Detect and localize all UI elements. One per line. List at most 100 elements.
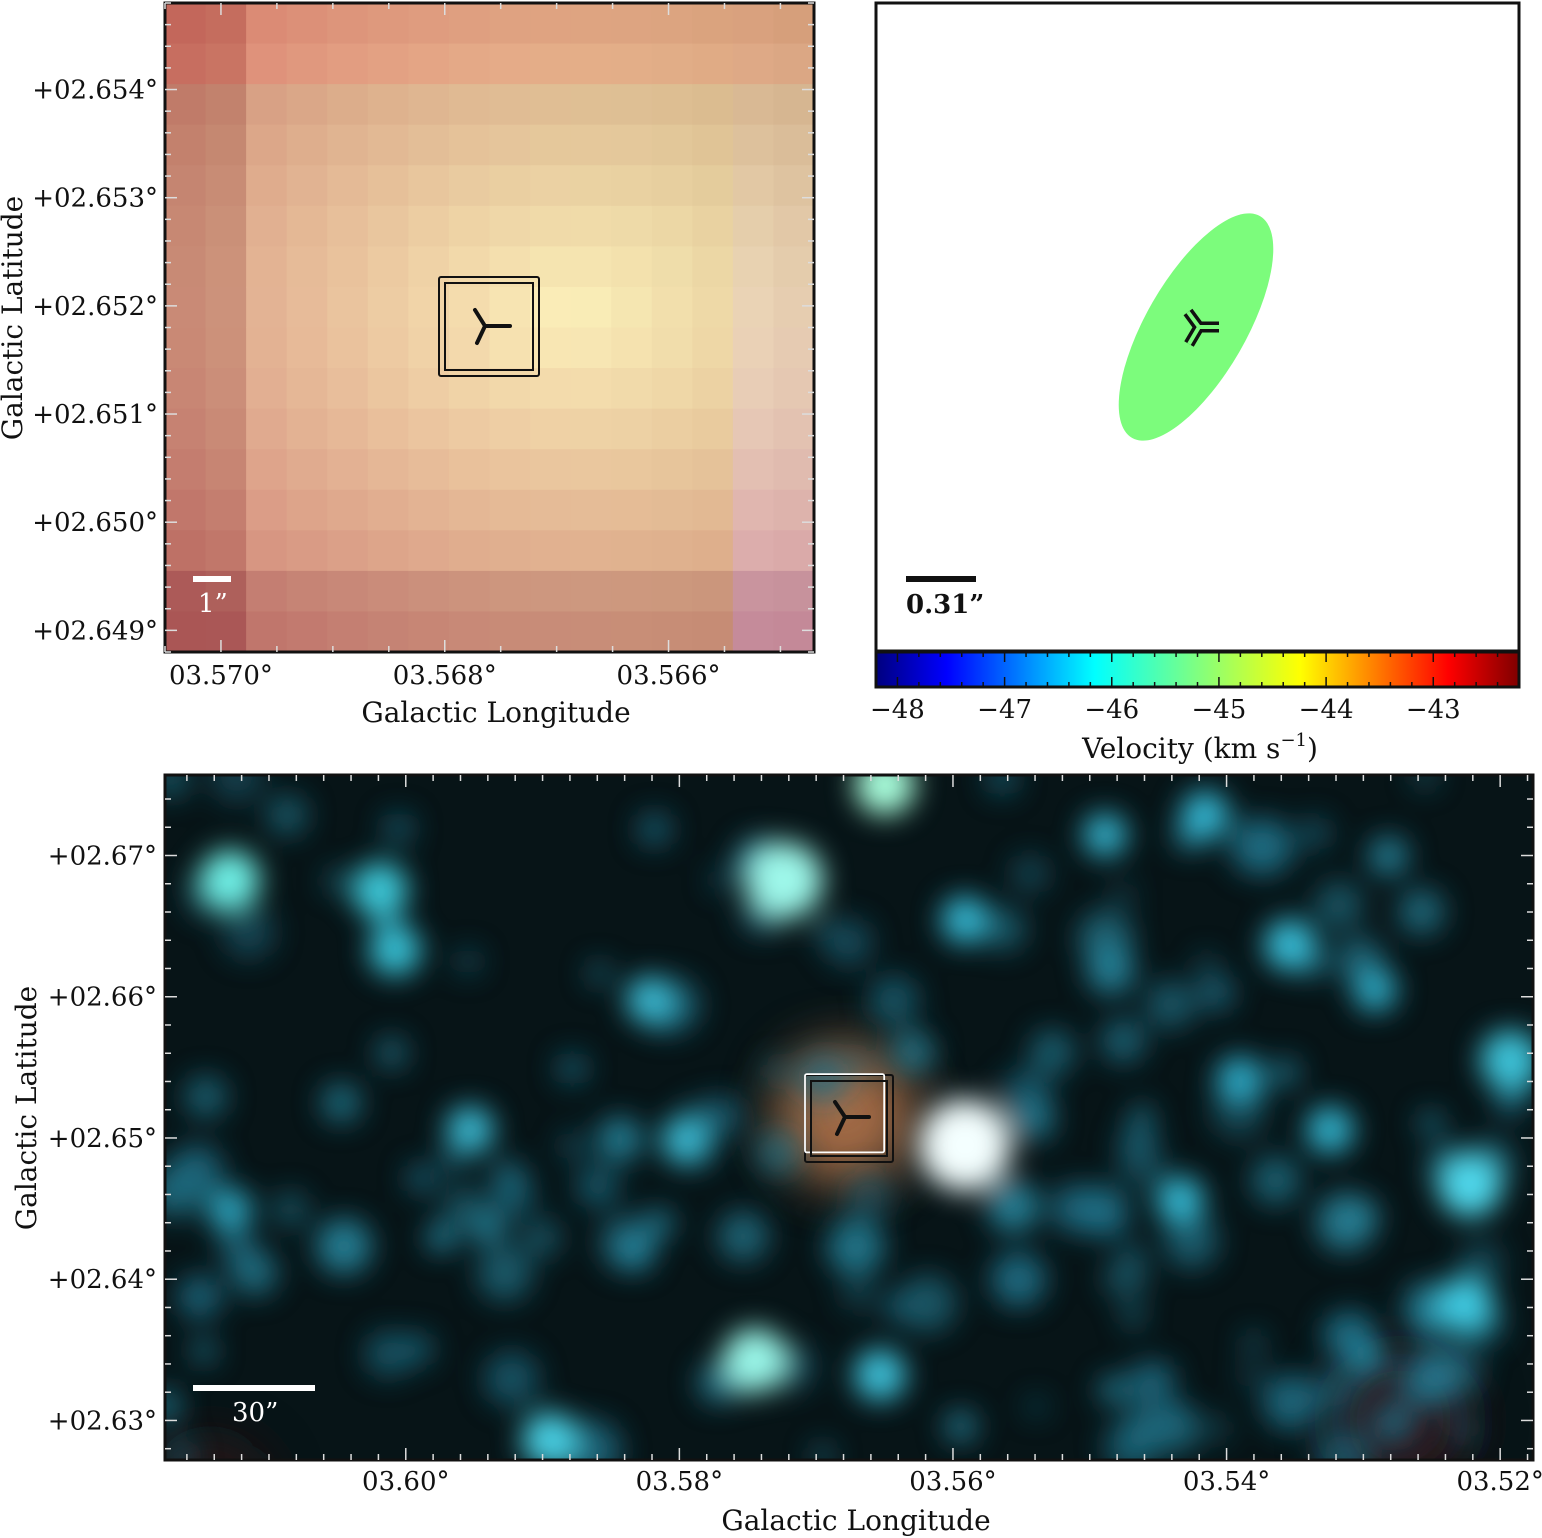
image-pixel <box>611 570 653 612</box>
star <box>723 1328 787 1392</box>
source-marker <box>804 1073 894 1163</box>
star <box>854 1349 906 1401</box>
image-pixel <box>570 449 612 491</box>
image-pixel <box>773 43 814 85</box>
image-pixel <box>448 205 490 247</box>
image-pixel <box>773 570 814 612</box>
x-tick-label: 03.570° <box>169 661 273 691</box>
image-pixel <box>165 530 207 572</box>
colorbar-gradient <box>874 650 1521 689</box>
y-axis-label: Galactic Latitude <box>0 196 29 440</box>
image-pixel <box>692 611 734 652</box>
panel-top-right: 0.31” Velocity (km s−1) <box>874 1 1521 765</box>
star <box>826 1218 885 1276</box>
image-pixel <box>448 611 490 652</box>
image-pixel <box>489 165 531 207</box>
star <box>944 1410 977 1443</box>
image-pixel <box>530 165 572 207</box>
image-pixel <box>246 368 288 410</box>
star <box>1298 817 1331 850</box>
x-tick-label: 03.58° <box>636 1467 723 1497</box>
image-pixel <box>570 124 612 166</box>
image-pixel <box>408 205 450 247</box>
image-pixel <box>205 84 247 126</box>
image-pixel <box>611 205 653 247</box>
image-pixel <box>489 408 531 450</box>
maser-marker <box>1183 308 1219 347</box>
image-pixel <box>732 286 774 328</box>
image-pixel <box>570 165 612 207</box>
image-pixel <box>165 368 207 410</box>
star <box>891 1030 935 1074</box>
star <box>1104 1420 1159 1460</box>
image-pixel <box>246 489 288 531</box>
image-pixel <box>489 3 531 45</box>
star <box>476 1245 533 1302</box>
star <box>1029 1029 1075 1075</box>
image-pixel <box>530 449 572 491</box>
image-pixel <box>773 3 814 45</box>
star <box>1334 1318 1364 1347</box>
star <box>266 794 308 836</box>
colorbar-tick-label: −45 <box>1191 695 1246 725</box>
image-pixel <box>489 570 531 612</box>
scalebar-label: 0.31” <box>906 590 984 620</box>
image-pixel <box>408 570 450 612</box>
image-pixel <box>773 84 814 126</box>
image-pixel <box>773 611 814 652</box>
image-pixel <box>692 43 734 85</box>
star <box>587 962 611 986</box>
star <box>1025 1396 1047 1418</box>
image-pixel <box>408 368 450 410</box>
image-pixel <box>570 530 612 572</box>
y-tick-label: +02.64° <box>48 1265 157 1295</box>
image-pixel <box>408 43 450 85</box>
image-pixel <box>651 3 693 45</box>
image-pixel <box>246 124 288 166</box>
star <box>364 1330 412 1378</box>
star <box>375 1037 408 1069</box>
star <box>1110 882 1135 908</box>
image-pixel <box>165 449 207 491</box>
image-pixel <box>448 165 490 207</box>
image-pixel <box>448 124 490 166</box>
image-pixel <box>246 286 288 328</box>
image-pixel <box>286 124 328 166</box>
star <box>177 1274 222 1319</box>
image-pixel <box>408 611 450 652</box>
image-pixel <box>692 327 734 369</box>
star <box>1123 1306 1144 1327</box>
image-pixel <box>408 286 450 328</box>
x-tick-label: 03.56° <box>909 1467 996 1497</box>
image-pixel <box>367 570 409 612</box>
star <box>1314 1425 1373 1460</box>
image-pixel <box>205 165 247 207</box>
image-pixel <box>570 611 612 652</box>
image-pixel <box>489 43 531 85</box>
image-pixel <box>773 124 814 166</box>
image-pixel <box>367 3 409 45</box>
image-pixel <box>489 205 531 247</box>
image-pixel <box>530 3 572 45</box>
image-pixel <box>367 408 409 450</box>
image-pixel <box>165 3 207 45</box>
star <box>1494 1085 1526 1118</box>
image-pixel <box>246 327 288 369</box>
image-pixel <box>651 124 693 166</box>
image-pixel <box>165 489 207 531</box>
image-pixel <box>408 165 450 207</box>
image-pixel <box>367 530 409 572</box>
star <box>661 1116 709 1164</box>
star <box>747 842 823 918</box>
image-pixel <box>692 3 734 45</box>
image-pixel <box>286 368 328 410</box>
image-pixel <box>165 286 207 328</box>
y-tick-label: +02.649° <box>32 616 158 646</box>
image-pixel <box>732 489 774 531</box>
image-pixel <box>489 84 531 126</box>
image-pixel <box>327 408 369 450</box>
image-pixel <box>611 611 653 652</box>
image-pixel <box>530 84 572 126</box>
image-pixel <box>367 368 409 410</box>
image-pixel <box>205 286 247 328</box>
